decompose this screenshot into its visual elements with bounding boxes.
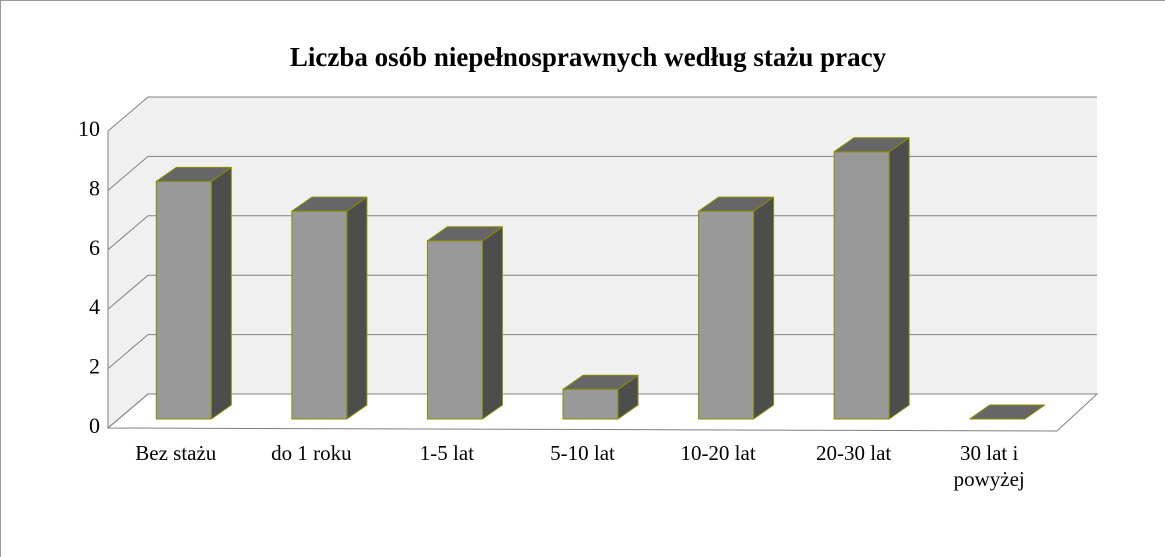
- bar-top: [969, 404, 1046, 420]
- side-wall: [108, 97, 148, 428]
- y-tick-label: 4: [89, 294, 100, 319]
- bar-top: [833, 137, 910, 153]
- bar: [698, 210, 755, 420]
- bar-top: [426, 226, 503, 242]
- bar-side: [753, 196, 775, 420]
- back-wall: [148, 97, 1097, 394]
- bar-side: [481, 226, 503, 420]
- grid-line: [107, 393, 1097, 429]
- grid-line: [107, 274, 1097, 310]
- bar: [291, 210, 348, 420]
- bar-top: [155, 166, 232, 182]
- bar-top: [698, 196, 775, 212]
- bar: [155, 180, 212, 420]
- bar-top: [291, 196, 368, 212]
- x-tick-label: 5-10 lat: [550, 441, 615, 465]
- y-tick-label: 6: [89, 235, 100, 260]
- x-tick-label: Bez stażu: [135, 441, 217, 465]
- bar: [562, 388, 619, 420]
- grid-line: [107, 334, 1097, 369]
- bar-side: [346, 196, 368, 420]
- x-tick-label: 10-20 lat: [680, 441, 756, 465]
- x-tick-label: 1-5 lat: [419, 441, 475, 465]
- x-tick-label: 30 lat i powyżej: [953, 441, 1025, 491]
- grid-line: [107, 155, 1097, 191]
- chart-title: Liczba osób niepełnosprawnych według sta…: [290, 42, 887, 72]
- bar: [833, 151, 890, 420]
- bar: [426, 240, 483, 420]
- grid-line: [107, 96, 1097, 132]
- y-tick-label: 10: [78, 116, 100, 141]
- bar-top: [562, 374, 639, 390]
- bar-side: [210, 166, 232, 420]
- bar-side: [888, 137, 910, 420]
- grid-line: [107, 215, 1097, 251]
- y-tick-label: 2: [89, 354, 100, 379]
- y-tick-label: 0: [89, 413, 100, 438]
- x-tick-label: 20-30 lat: [816, 441, 892, 465]
- x-tick-label: do 1 roku: [271, 441, 352, 465]
- y-tick-label: 8: [89, 175, 100, 200]
